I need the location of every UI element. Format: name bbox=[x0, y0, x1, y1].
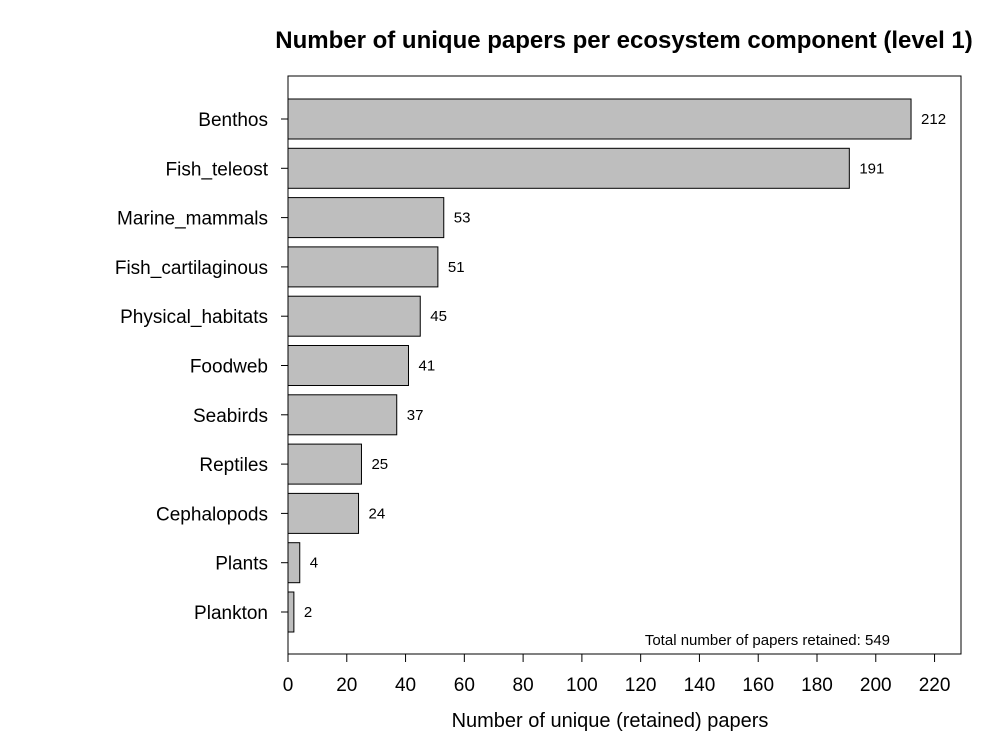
value-label-plants: 4 bbox=[310, 555, 318, 572]
chart-title: Number of unique papers per ecosystem co… bbox=[275, 27, 973, 54]
x-tick-label: 200 bbox=[860, 675, 892, 696]
category-label-cephalopods: Cephalopods bbox=[156, 504, 268, 525]
x-tick-label: 140 bbox=[684, 675, 716, 696]
x-axis: 0 20 40 60 80 100 120 140 160 180 200 220 bbox=[283, 653, 951, 696]
bar-cephalopods bbox=[287, 492, 360, 534]
bar-fish-cartilaginous bbox=[287, 246, 439, 288]
x-tick-label: 40 bbox=[395, 675, 416, 696]
category-axis: Benthos Fish_teleost Marine_mammals Fish_ca… bbox=[115, 110, 288, 624]
category-label-reptiles: Reptiles bbox=[199, 455, 268, 476]
value-label-foodweb: 41 bbox=[418, 358, 435, 375]
category-label-fish-teleost: Fish_teleost bbox=[166, 159, 269, 180]
x-tick-label: 220 bbox=[919, 675, 951, 696]
category-label-plants: Plants bbox=[215, 554, 268, 575]
category-label-fish-cartilaginous: Fish_cartilaginous bbox=[115, 258, 268, 279]
x-tick-label: 100 bbox=[566, 675, 598, 696]
bar-plankton bbox=[287, 591, 295, 633]
value-label-benthos: 212 bbox=[921, 111, 946, 128]
x-tick-label: 20 bbox=[336, 675, 357, 696]
category-label-marine-mammals: Marine_mammals bbox=[117, 209, 268, 230]
bar-marine-mammals bbox=[287, 197, 445, 239]
bar-physical-habitats bbox=[287, 295, 421, 337]
category-label-seabirds: Seabirds bbox=[193, 406, 268, 427]
total-papers-annotation: Total number of papers retained: 549 bbox=[645, 632, 890, 649]
value-label-plankton: 2 bbox=[304, 604, 312, 621]
category-label-physical-habitats: Physical_habitats bbox=[120, 307, 268, 328]
x-tick-label: 120 bbox=[625, 675, 657, 696]
value-label-cephalopods: 24 bbox=[369, 505, 386, 522]
bars-group: 212 191 53 51 45 41 37 25 24 4 2 bbox=[287, 98, 946, 633]
bar-seabirds bbox=[287, 394, 398, 436]
category-label-plankton: Plankton bbox=[194, 603, 268, 624]
bar-foodweb bbox=[287, 345, 409, 386]
value-label-fish-teleost: 191 bbox=[859, 160, 884, 177]
bar-plants bbox=[287, 542, 301, 584]
x-tick-label: 160 bbox=[742, 675, 774, 696]
x-axis-title: Number of unique (retained) papers bbox=[452, 710, 769, 732]
value-label-marine-mammals: 53 bbox=[454, 210, 471, 227]
bar-fish-teleost bbox=[287, 147, 850, 189]
x-tick-label: 60 bbox=[454, 675, 475, 696]
value-label-reptiles: 25 bbox=[371, 456, 388, 473]
value-label-physical-habitats: 45 bbox=[430, 308, 447, 325]
category-label-benthos: Benthos bbox=[198, 110, 268, 131]
x-tick-label: 0 bbox=[283, 675, 294, 696]
value-label-seabirds: 37 bbox=[407, 407, 424, 424]
category-label-foodweb: Foodweb bbox=[190, 357, 268, 378]
bar-reptiles bbox=[287, 443, 362, 485]
x-tick-label: 180 bbox=[801, 675, 833, 696]
value-label-fish-cartilaginous: 51 bbox=[448, 259, 465, 276]
bar-benthos bbox=[287, 98, 912, 140]
x-tick-label: 80 bbox=[513, 675, 534, 696]
